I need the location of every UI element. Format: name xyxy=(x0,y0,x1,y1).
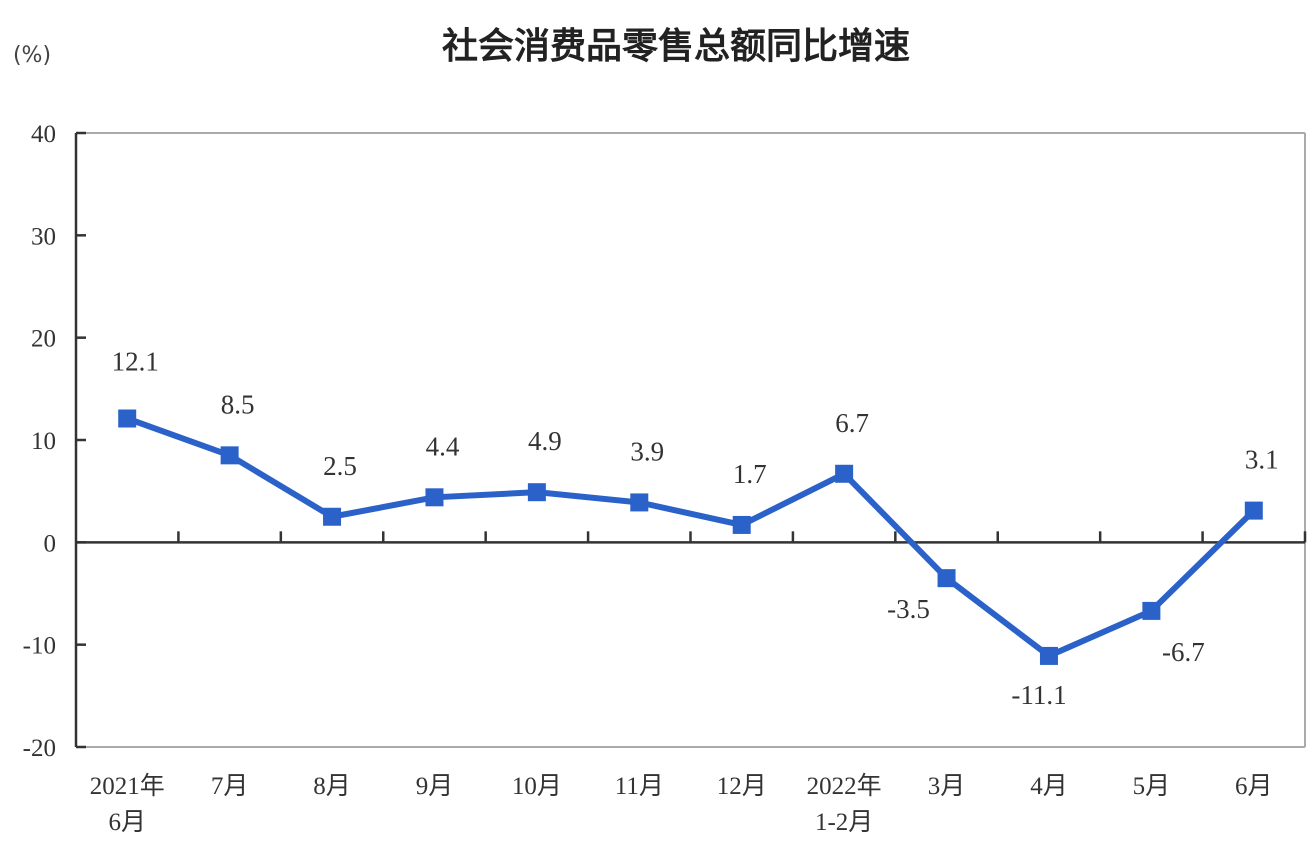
x-tick-label: 9月 xyxy=(416,773,454,800)
data-point-marker xyxy=(425,488,444,507)
plot-frame xyxy=(76,132,1306,748)
data-point-marker xyxy=(1244,501,1263,520)
x-tick-label: 11月 xyxy=(615,773,664,800)
data-series-line xyxy=(118,409,1263,665)
x-tick-label: 4月 xyxy=(1030,773,1068,800)
data-point-marker xyxy=(630,493,649,512)
y-axis-unit-label: (%) xyxy=(13,43,51,68)
y-tick-label: 20 xyxy=(31,326,56,353)
data-value-label: 6.7 xyxy=(835,408,869,438)
data-value-label: 3.1 xyxy=(1245,445,1279,475)
series-polyline xyxy=(126,415,1256,660)
y-tick-label: -10 xyxy=(23,633,56,660)
x-axis: 2021年 6月 7月 8月 9月 10月 11月 12月 2022年 1-2月 3月 4月 5月 6月 xyxy=(76,531,1307,836)
x-tick-label: 6月 xyxy=(1235,773,1273,800)
x-tick-label: 12月 xyxy=(717,773,767,800)
x-tick-label: 2021年 xyxy=(90,772,165,800)
x-tick-label: 8月 xyxy=(313,773,351,800)
data-value-label: 12.1 xyxy=(112,347,159,377)
data-value-label: -6.7 xyxy=(1162,637,1205,667)
data-value-label: 3.9 xyxy=(630,436,664,466)
data-point-marker xyxy=(937,569,956,588)
data-point-marker xyxy=(732,515,751,534)
data-value-label: -3.5 xyxy=(887,594,930,624)
data-point-marker xyxy=(527,483,546,502)
y-tick-label: 0 xyxy=(44,530,57,557)
x-tick-label: 6月 xyxy=(108,809,146,836)
y-tick-label: -20 xyxy=(23,735,56,762)
y-axis: 40 30 20 10 0 -10 -20 xyxy=(23,121,86,762)
y-tick-label: 10 xyxy=(31,428,56,455)
data-point-marker xyxy=(835,464,854,483)
data-point-marker xyxy=(220,446,239,465)
y-tick-label: 30 xyxy=(31,223,56,250)
data-labels: 12.1 8.5 2.5 4.4 4.9 3.9 1.7 6.7 -3.5 -11.1 -6.7 3.… xyxy=(112,347,1279,710)
x-tick-label: 5月 xyxy=(1133,773,1171,800)
data-value-label: 2.5 xyxy=(323,451,357,481)
data-value-label: 8.5 xyxy=(221,389,255,419)
data-point-marker xyxy=(118,409,137,428)
data-point-marker xyxy=(323,507,342,526)
data-point-marker xyxy=(1039,646,1058,665)
data-point-marker xyxy=(1142,601,1161,620)
x-tick-label: 1-2月 xyxy=(815,809,873,836)
data-value-label: 4.9 xyxy=(528,426,562,456)
x-tick-label: 10月 xyxy=(512,773,562,800)
chart-title: 社会消费品零售总额同比增速 xyxy=(442,26,910,67)
data-value-label: 1.7 xyxy=(733,459,767,489)
x-tick-label: 7月 xyxy=(211,773,249,800)
data-value-label: -11.1 xyxy=(1011,680,1066,710)
x-tick-label: 3月 xyxy=(928,773,966,800)
y-tick-label: 40 xyxy=(31,121,56,148)
x-tick-label: 2022年 xyxy=(807,772,882,800)
data-value-label: 4.4 xyxy=(426,431,460,461)
